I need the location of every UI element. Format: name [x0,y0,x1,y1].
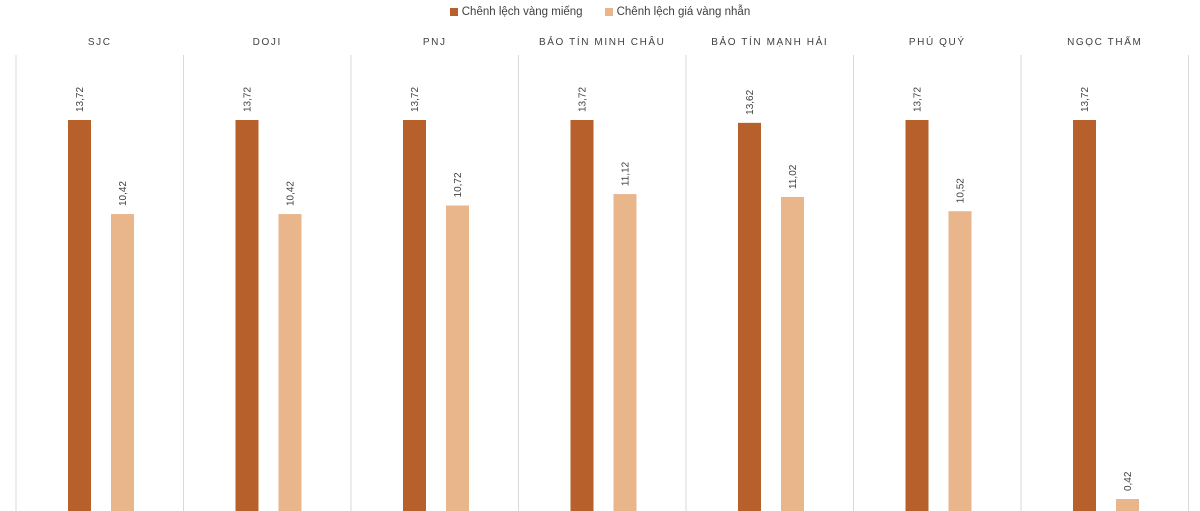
bar-series-2 [948,211,972,511]
data-label-series-2: 0,42 [1123,471,1134,491]
legend-swatch-series-2 [604,8,613,16]
data-label-series-2: 11,02 [788,164,799,189]
legend-label-series-2: Chênh lệch giá vàng nhẫn [616,6,751,18]
data-label-series-1: 13,72 [243,87,254,112]
bar-series-2 [1116,499,1139,511]
data-label-series-1: 13,72 [578,87,589,112]
legend-swatch-series-1 [449,8,458,16]
bar-series-1 [738,122,761,511]
legend-label-series-1: Chênh lệch vàng miếng [461,6,583,18]
bar-series-1 [235,120,259,511]
category-label: DOJI [253,37,282,48]
data-label-series-2: 10,72 [453,172,464,197]
bar-series-2 [781,196,804,511]
bar-series-2 [446,205,469,511]
legend-item-series-1: Chênh lệch vàng miếng [449,6,583,18]
bar-series-2 [278,214,302,511]
category-label: BẢO TÍN MẠNH HẢI [711,35,828,48]
data-label-series-2: 10,42 [118,181,129,206]
data-label-series-1: 13,62 [745,89,756,114]
data-label-series-1: 13,72 [410,87,421,112]
bar-series-1 [68,120,91,511]
data-label-series-2: 10,42 [286,181,297,206]
category-label: SJC [88,37,112,48]
data-label-series-1: 13,72 [913,87,924,112]
category-label: PNJ [423,37,447,48]
bar-series-1 [905,120,929,511]
bar-series-1 [1073,120,1096,511]
category-label: NGỌC THẨM [1067,35,1142,48]
data-label-series-1: 13,72 [75,87,86,112]
chart-legend: Chênh lệch vàng miếng Chênh lệch giá vàn… [0,6,1200,18]
legend-item-series-2: Chênh lệch giá vàng nhẫn [604,6,751,18]
bar-series-1 [403,120,426,511]
bar-series-1 [570,120,594,511]
data-label-series-2: 10,52 [956,178,967,203]
bar-series-2 [613,194,637,511]
bar-series-2 [111,214,134,511]
data-label-series-1: 13,72 [1080,87,1091,112]
category-label: PHÚ QUÝ [909,35,966,48]
data-label-series-2: 11,12 [621,161,632,186]
category-label: BẢO TÍN MINH CHÂU [539,35,665,48]
